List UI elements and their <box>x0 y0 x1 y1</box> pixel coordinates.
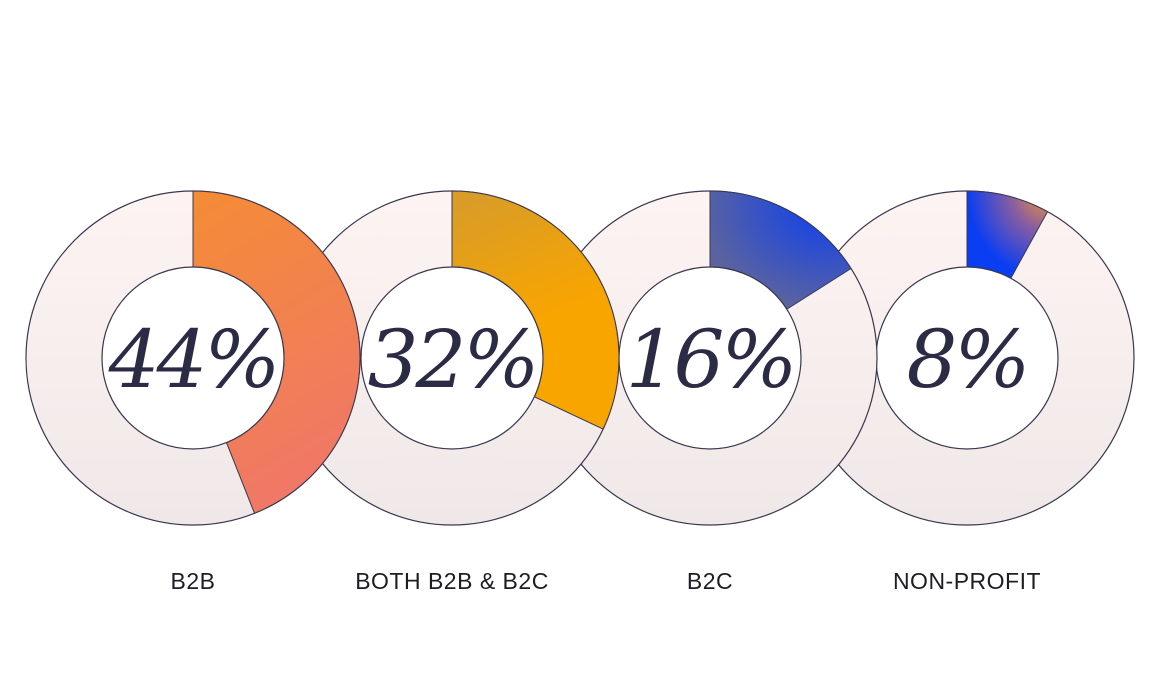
donut-b2b: 44% <box>25 190 361 526</box>
value-b2c: 16% <box>626 313 795 406</box>
label-both-b2b-b2c: BOTH B2B & B2C <box>355 568 549 594</box>
label-non-profit: NON-PROFIT <box>892 568 1042 594</box>
donut-hole <box>101 266 285 450</box>
label-b2b: B2B <box>170 568 216 594</box>
value-non-profit: 8% <box>907 313 1028 406</box>
value-b2b: 44% <box>108 313 278 406</box>
donut-both-b2b-b2c: 32% <box>284 190 620 526</box>
value-both-b2b-b2c: 32% <box>368 313 537 406</box>
donut-b2c: 16% <box>542 190 878 526</box>
donut-hole <box>360 266 544 450</box>
donut-non-profit: 8% <box>799 190 1135 526</box>
label-b2c: B2C <box>686 568 734 594</box>
